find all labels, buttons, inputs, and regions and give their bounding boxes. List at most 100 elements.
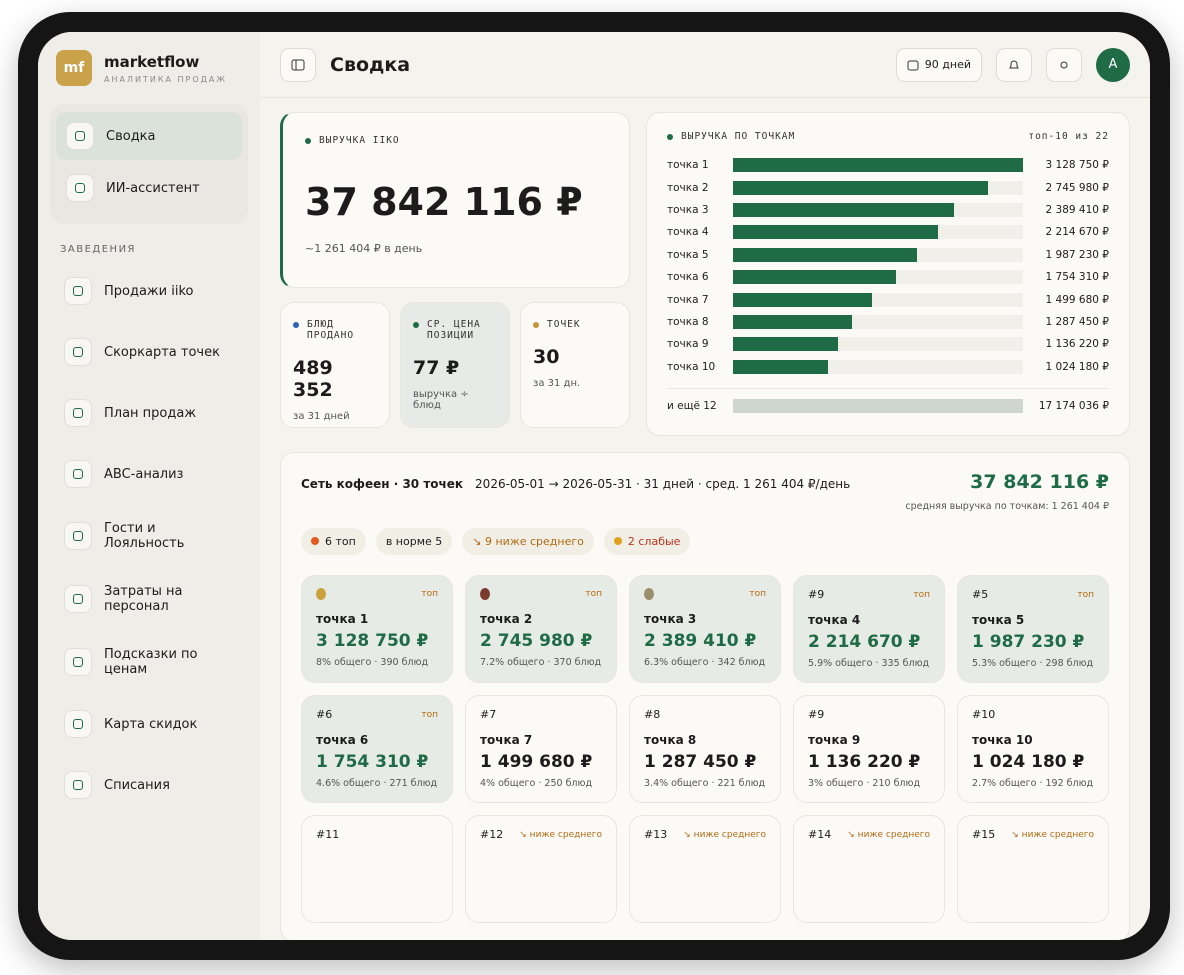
- revenue-value: 37 842 116 ₽: [305, 180, 583, 224]
- chart-head: ВЫРУЧКА ПО ТОЧКАМ топ-10 из 22: [667, 131, 1109, 142]
- nav-label: ABC-анализ: [104, 466, 184, 482]
- avatar[interactable]: A: [1096, 47, 1130, 82]
- category-label: точка 10: [667, 360, 716, 373]
- value-label: 1 287 450 ₽: [1045, 315, 1109, 328]
- kpi-label-row: ТОЧЕК: [533, 319, 617, 330]
- nav-item[interactable]: ABC-анализ: [50, 448, 248, 500]
- point-card[interactable]: топ точка 1 3 128 750 ₽ 8% общего · 390 блю…: [301, 575, 453, 684]
- point-meta: 6.3% общего · 342 блюд: [644, 657, 766, 669]
- card-head: #12 ↘ ниже среднего: [480, 828, 602, 841]
- chip-label: 6 топ: [325, 535, 356, 549]
- nav-label: Скоркарта точек: [104, 344, 220, 360]
- point-meta: 5.9% общего · 335 блюд: [808, 658, 930, 670]
- bar-track: [733, 292, 1023, 307]
- nav-label: Списания: [104, 777, 170, 793]
- sidebar-toggle[interactable]: [280, 47, 316, 82]
- chart-row: точка 10 1 024 180 ₽: [667, 356, 1109, 378]
- point-card[interactable]: #9 топ точка 4 2 214 670 ₽ 5.9% общего · 335…: [793, 575, 945, 684]
- icon-box: [64, 338, 92, 366]
- nav-item[interactable]: Продажи iiko: [50, 265, 248, 317]
- bar-track: [733, 225, 1023, 240]
- kpi-value: 30: [533, 346, 560, 368]
- card-head: #6 топ: [316, 708, 438, 721]
- card-head: #9 топ: [808, 588, 930, 601]
- notifications[interactable]: [996, 47, 1032, 82]
- point-card[interactable]: #10 точка 10 1 024 180 ₽ 2.7% общего · 192 …: [957, 695, 1109, 804]
- point-revenue: 1 287 450 ₽: [644, 752, 757, 773]
- icon-box: [64, 399, 92, 427]
- value-label: 2 745 980 ₽: [1045, 181, 1109, 194]
- nav-item[interactable]: Затраты на персонал: [50, 572, 248, 626]
- card-head: #13 ↘ ниже среднего: [644, 828, 766, 841]
- value-label: 3 128 750 ₽: [1045, 159, 1109, 172]
- badge: ↘ ниже среднего: [847, 829, 930, 840]
- point-card[interactable]: #9 точка 9 1 136 220 ₽ 3% общего · 210 блюд: [793, 695, 945, 804]
- category-label: точка 4: [667, 226, 709, 239]
- nav-icon: [75, 183, 85, 193]
- point-card[interactable]: топ точка 3 2 389 410 ₽ 6.3% общего · 342 б…: [629, 575, 781, 684]
- point-card[interactable]: #12 ↘ ниже среднего: [465, 815, 617, 924]
- filter-chip[interactable]: 2 слабые: [603, 528, 691, 556]
- card-head: топ: [480, 588, 602, 601]
- header: Сводка 90 дней A: [260, 32, 1150, 98]
- point-revenue: 1 754 310 ₽: [316, 752, 429, 773]
- nav-item[interactable]: Скоркарта точек: [50, 326, 248, 378]
- brand-tagline: АНАЛИТИКА ПРОДАЖ: [104, 74, 228, 84]
- icon-box: [66, 122, 94, 150]
- filter-chip[interactable]: в норме 5: [375, 528, 453, 556]
- period-select[interactable]: 90 дней: [895, 47, 982, 82]
- badge: топ: [1077, 589, 1094, 600]
- network-avg: средняя выручка по точкам: 1 261 404 ₽: [905, 501, 1109, 513]
- point-card[interactable]: #5 топ точка 5 1 987 230 ₽ 5.3% общего · 298…: [957, 575, 1109, 684]
- nav-item[interactable]: План продаж: [50, 387, 248, 439]
- revenue-label: ВЫРУЧКА IIKO: [319, 135, 400, 146]
- nav-label: Продажи iiko: [104, 283, 194, 299]
- separator: [667, 387, 1109, 389]
- point-card[interactable]: топ точка 2 2 745 980 ₽ 7.2% общего · 370 б…: [465, 575, 617, 684]
- point-name: точка 2: [480, 612, 533, 627]
- nav-item[interactable]: Списания: [50, 759, 248, 811]
- rank: #6: [316, 708, 333, 722]
- card-head: #11: [316, 828, 438, 841]
- kpi-label-row: СР. ЦЕНА ПОЗИЦИИ: [413, 319, 497, 341]
- bar: [733, 158, 1023, 173]
- point-name: точка 9: [808, 733, 861, 748]
- theme-toggle[interactable]: [1046, 47, 1082, 82]
- point-revenue: 3 128 750 ₽: [316, 631, 429, 652]
- rank: #9: [808, 708, 825, 722]
- brand: mf marketflow АНАЛИТИКА ПРОДАЖ: [50, 46, 248, 104]
- badge: топ: [749, 589, 766, 600]
- point-card[interactable]: #7 точка 7 1 499 680 ₽ 4% общего · 250 блюд: [465, 695, 617, 804]
- category-label: точка 1: [667, 159, 709, 172]
- network-panel: Сеть кофеен · 30 точек 2026-05-01 → 2026…: [280, 452, 1130, 940]
- nav-group: Сводка ИИ-ассистент: [50, 104, 248, 224]
- chart-row: точка 7 1 499 680 ₽: [667, 288, 1109, 310]
- nav-item[interactable]: Гости и Лояльность: [50, 509, 248, 563]
- point-card[interactable]: #13 ↘ ниже среднего: [629, 815, 781, 924]
- filter-chip[interactable]: ↘ 9 ниже среднего: [462, 528, 594, 556]
- point-card[interactable]: #8 точка 8 1 287 450 ₽ 3.4% общего · 221 бл…: [629, 695, 781, 804]
- nav-item[interactable]: Карта скидок: [50, 698, 248, 750]
- point-card[interactable]: #15 ↘ ниже среднего: [957, 815, 1109, 924]
- bar: [733, 270, 896, 285]
- value-label: 1 987 230 ₽: [1045, 248, 1109, 261]
- point-revenue: 2 214 670 ₽: [808, 632, 921, 653]
- nav-item[interactable]: Сводка: [56, 112, 242, 160]
- summary-row: ВЫРУЧКА IIKO 37 842 116 ₽ ~1 261 404 ₽ в…: [280, 112, 1130, 437]
- filter-chip[interactable]: 6 топ: [301, 528, 366, 556]
- point-meta: 4.6% общего · 271 блюд: [316, 778, 438, 790]
- card-head: #5 топ: [972, 588, 1094, 601]
- network-total: 37 842 116 ₽: [970, 471, 1109, 494]
- kpi-note: выручка ÷ блюд: [413, 389, 469, 411]
- bar: [733, 202, 955, 217]
- sidebar: mf marketflow АНАЛИТИКА ПРОДАЖ Сводка ИИ-…: [38, 32, 260, 940]
- nav-item[interactable]: Подсказки по ценам: [50, 635, 248, 689]
- point-card[interactable]: #6 топ точка 6 1 754 310 ₽ 4.6% общего · 271…: [301, 695, 453, 804]
- nav-item[interactable]: ИИ-ассистент: [56, 164, 242, 212]
- kpi-label: ТОЧЕК: [547, 319, 581, 330]
- bar: [733, 180, 988, 195]
- rank: #7: [480, 708, 497, 722]
- point-card[interactable]: #11: [301, 815, 453, 924]
- nav-icon: [73, 531, 83, 541]
- point-card[interactable]: #14 ↘ ниже среднего: [793, 815, 945, 924]
